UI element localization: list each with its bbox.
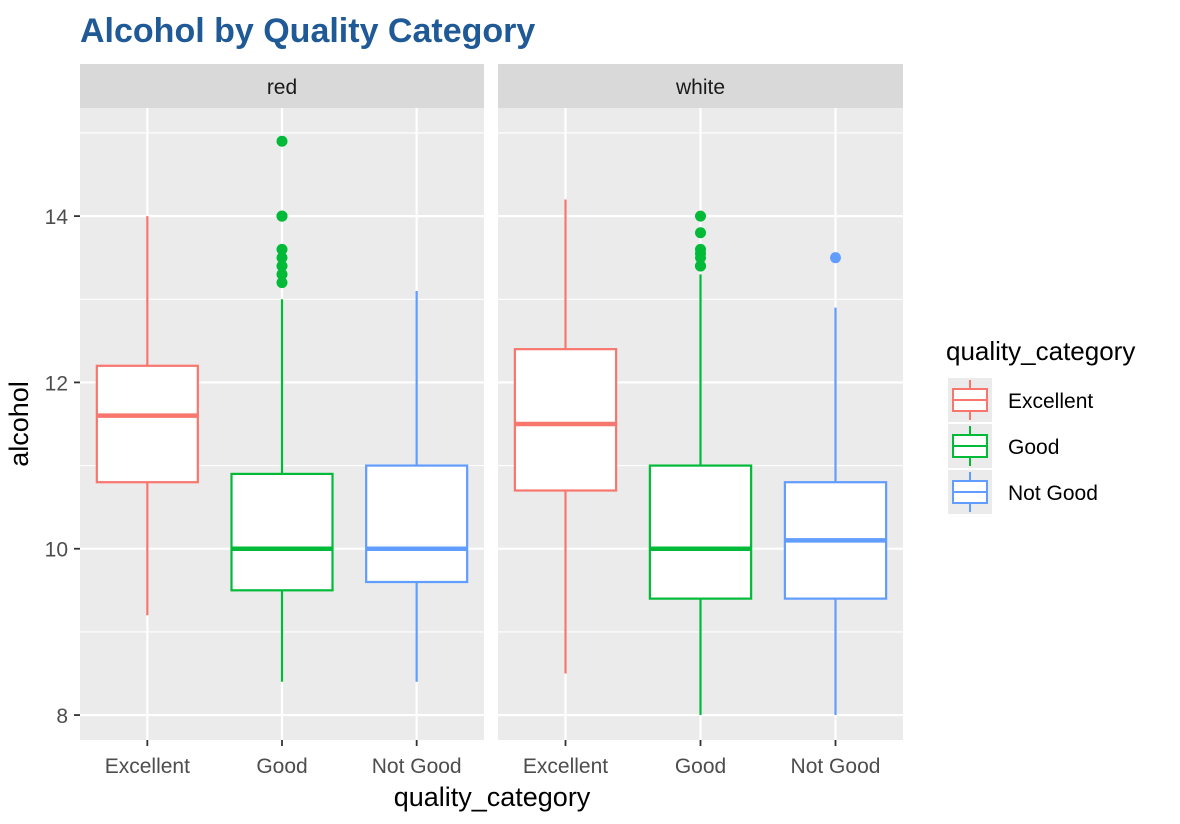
- x-axis-title: quality_category: [394, 782, 591, 812]
- box-good: [230, 135, 334, 682]
- legend-entry-excellent: Excellent: [948, 378, 1093, 422]
- outlier-point: [276, 210, 288, 222]
- outlier-point: [830, 252, 841, 264]
- facet-strip-label: red: [267, 76, 297, 99]
- y-tick-label: 14: [45, 206, 69, 229]
- outlier-point: [695, 227, 706, 239]
- facet-strip: [498, 64, 903, 108]
- y-axis-title: alcohol: [4, 381, 34, 467]
- x-tick-label: Excellent: [105, 755, 190, 778]
- box-iqr: [648, 464, 753, 600]
- facet-panel-red: red: [80, 64, 484, 740]
- outlier-point: [276, 135, 288, 147]
- chart-title: Alcohol by Quality Category: [80, 12, 535, 50]
- legend-label: Excellent: [1008, 390, 1093, 413]
- y-axis: 8 10 12 14: [45, 206, 80, 728]
- x-tick-label: Not Good: [791, 755, 881, 778]
- box-good: [648, 210, 753, 716]
- legend-label: Not Good: [1008, 482, 1098, 505]
- box-iqr: [513, 348, 618, 492]
- y-tick-label: 10: [45, 539, 68, 562]
- facet-panel-white: white: [498, 64, 903, 740]
- x-tick-label: Good: [675, 755, 726, 778]
- box-excellent: [513, 199, 618, 674]
- y-tick-label: 12: [45, 372, 68, 395]
- outlier-point: [276, 268, 288, 280]
- y-tick-label: 8: [56, 705, 68, 728]
- box-not-good: [783, 252, 888, 716]
- outlier-point: [276, 277, 288, 289]
- outlier-point: [276, 252, 288, 264]
- legend-label: Good: [1008, 436, 1059, 459]
- box-not-good: [365, 290, 469, 682]
- x-tick-label: Not Good: [372, 755, 462, 778]
- box-iqr: [95, 364, 199, 484]
- outlier-point: [695, 260, 706, 272]
- outlier-point: [276, 243, 288, 255]
- facet-panels: red white: [80, 64, 903, 740]
- outlier-point: [695, 243, 706, 255]
- box-iqr: [230, 472, 334, 592]
- facet-strip-label: white: [675, 76, 725, 99]
- x-axis: Excellent Good Not Good Excellent Good Not Go…: [105, 740, 881, 778]
- legend: quality_category Excellent Good Not Good: [946, 336, 1135, 514]
- legend-entry-not-good: Not Good: [948, 470, 1098, 514]
- x-tick-label: Good: [256, 755, 307, 778]
- box-iqr: [365, 464, 469, 584]
- outlier-point: [276, 260, 288, 272]
- legend-entry-good: Good: [948, 424, 1059, 468]
- facet-strip: [80, 64, 484, 108]
- legend-title: quality_category: [946, 336, 1135, 366]
- box-excellent: [95, 216, 199, 616]
- x-tick-label: Excellent: [523, 755, 608, 778]
- outlier-point: [695, 210, 706, 222]
